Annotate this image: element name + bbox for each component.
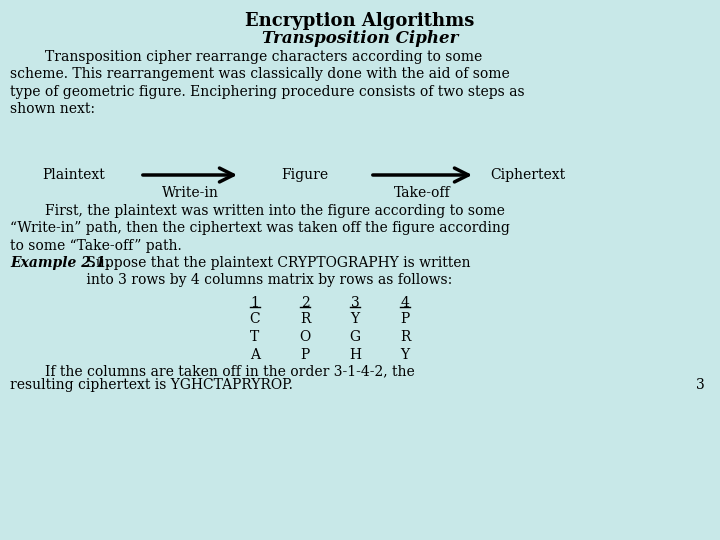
Text: R: R — [400, 330, 410, 344]
Text: If the columns are taken off in the order 3-1-4-2, the: If the columns are taken off in the orde… — [10, 364, 415, 378]
Text: O: O — [300, 330, 310, 344]
Text: G: G — [349, 330, 361, 344]
Text: 3: 3 — [351, 296, 359, 310]
Text: Transposition Cipher: Transposition Cipher — [262, 30, 458, 47]
Text: C: C — [250, 312, 261, 326]
Text: Take-off: Take-off — [394, 186, 450, 200]
Text: resulting ciphertext is YGHCTAPRYROP.: resulting ciphertext is YGHCTAPRYROP. — [10, 378, 293, 392]
Text: Plaintext: Plaintext — [42, 168, 104, 182]
Text: Encryption Algorithms: Encryption Algorithms — [246, 12, 474, 30]
Text: P: P — [400, 312, 410, 326]
Text: 1: 1 — [251, 296, 259, 310]
Text: 3: 3 — [696, 378, 705, 392]
Text: Figure: Figure — [282, 168, 328, 182]
Text: Write-in: Write-in — [161, 186, 218, 200]
Text: Example 2.1.: Example 2.1. — [10, 256, 110, 270]
Text: Transposition cipher rearrange characters according to some
scheme. This rearran: Transposition cipher rearrange character… — [10, 50, 525, 116]
Text: 2: 2 — [301, 296, 310, 310]
Text: Ciphertext: Ciphertext — [490, 168, 565, 182]
Text: P: P — [300, 348, 310, 362]
Text: T: T — [251, 330, 260, 344]
Text: 4: 4 — [400, 296, 410, 310]
Text: A: A — [250, 348, 260, 362]
Text: R: R — [300, 312, 310, 326]
Text: First, the plaintext was written into the figure according to some
“Write-in” pa: First, the plaintext was written into th… — [10, 204, 510, 253]
Text: Y: Y — [351, 312, 359, 326]
Text: Y: Y — [400, 348, 410, 362]
Text: Suppose that the plaintext CRYPTOGRAPHY is written
 into 3 rows by 4 columns mat: Suppose that the plaintext CRYPTOGRAPHY … — [82, 256, 470, 287]
Text: H: H — [349, 348, 361, 362]
